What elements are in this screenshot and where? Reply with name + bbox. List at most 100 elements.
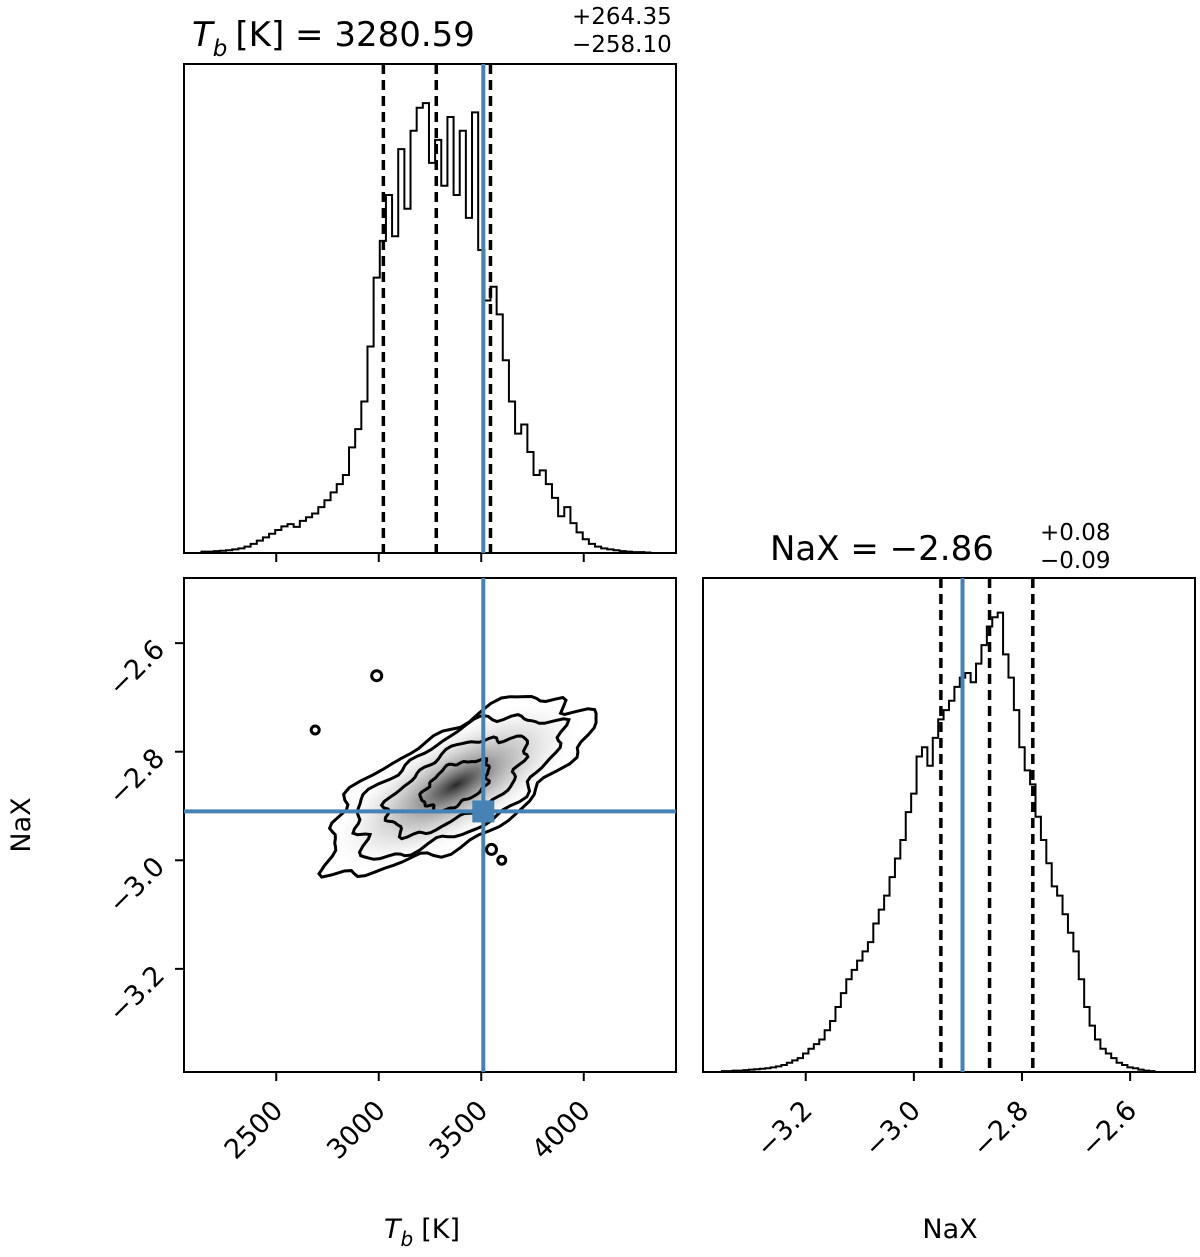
tb-hist-bin (331, 492, 337, 553)
joint-xtick-label: 2500 (219, 1095, 290, 1166)
nax-hist-bin (1057, 896, 1062, 1072)
joint-xlabel-sub: b (401, 1227, 414, 1251)
nax-marginal-panel: −3.2 −3.0 −2.8 −2.6 (702, 577, 1196, 1163)
joint-frame (183, 577, 677, 1073)
nax-hist-bin (890, 877, 895, 1072)
joint-ytick-label: −2.8 (103, 743, 171, 811)
nax-hist-bin (992, 617, 997, 1072)
tb-hist-bin (558, 516, 564, 553)
tb-hist-bin (534, 475, 540, 553)
nax-xtick-label: −3.0 (859, 1095, 927, 1163)
tb-hist-bin (392, 236, 398, 553)
nax-hist-frame (702, 577, 1196, 1073)
tb-hist-frame (183, 63, 677, 554)
nax-hist-bin (879, 910, 884, 1072)
tb-title: Tb [K] = 3280.59 +264.35 −258.10 (192, 4, 672, 62)
nax-hist-bin (949, 701, 954, 1072)
nax-hist-bin (911, 794, 916, 1072)
joint-contour-blob (309, 724, 321, 736)
nax-hist-bin (1003, 654, 1008, 1072)
nax-hist-bin (1068, 933, 1073, 1072)
tb-title-minus: −258.10 (572, 32, 672, 58)
nax-hist-bin (1008, 678, 1013, 1072)
joint-xtick-label: 3500 (424, 1095, 495, 1166)
tb-hist-bin (337, 484, 343, 553)
joint-panel: 2500 3000 3500 4000 −3.2 −3.0 −2.8 −2.6 (103, 577, 677, 1166)
nax-hist-bin (884, 896, 889, 1072)
tb-title-line: Tb [K] = 3280.59 (192, 15, 475, 62)
nax-hist-bin (976, 664, 981, 1072)
nax-hist-bin (927, 766, 932, 1072)
joint-contour-blob (496, 854, 508, 866)
joint-ytick-label: −3.0 (103, 851, 171, 919)
nax-hist-bin (906, 812, 911, 1072)
nax-hist-bin (971, 682, 976, 1072)
nax-hist-bin (933, 738, 938, 1072)
joint-xlabel-var: T (384, 1214, 403, 1245)
nax-hist-bin (1041, 840, 1046, 1072)
joint-contour-group (309, 669, 598, 879)
nax-hist-bin (1036, 817, 1041, 1072)
nax-title-plus: +0.08 (1040, 520, 1110, 546)
nax-hist-bin (1014, 710, 1019, 1072)
nax-title: NaX = −2.86 +0.08 −0.09 (770, 520, 1110, 574)
joint-contour (379, 734, 530, 841)
nax-hist-bin (857, 961, 862, 1072)
tb-hist-bin (429, 163, 435, 553)
joint-ytick-label: −3.2 (103, 960, 171, 1028)
joint-contour (418, 756, 491, 813)
joint-truth-group (184, 578, 676, 1072)
tb-hist-bin (324, 500, 330, 553)
nax-hist-step (720, 611, 1156, 1073)
tb-xtick-group (275, 553, 585, 562)
tb-hist-bin (404, 209, 410, 553)
nax-hist-bin (954, 687, 959, 1072)
nax-hist-bin (944, 710, 949, 1072)
nax-title-main: NaX = −2.86 (770, 529, 994, 569)
nax-hist-bin (1052, 886, 1057, 1072)
nax-xtick-label: −2.8 (967, 1095, 1035, 1163)
nax-hist-group (720, 611, 1156, 1073)
tb-hist-bin (423, 103, 429, 553)
joint-xtick-group: 2500 3000 3500 4000 (219, 1072, 597, 1166)
tb-hist-bin (343, 475, 349, 553)
tb-quantile-group (381, 64, 493, 553)
tb-hist-bin (466, 218, 472, 553)
nax-hist-bin (895, 859, 900, 1072)
tb-title-var: T (192, 15, 215, 55)
nax-hist-bin (1019, 747, 1024, 1072)
joint-contour-blob (370, 669, 384, 683)
nax-quantile-group (939, 578, 1035, 1072)
nax-hist-bin (1063, 914, 1068, 1072)
nax-xtick-group: −3.2 −3.0 −2.8 −2.6 (750, 1072, 1143, 1163)
nax-title-minus: −0.09 (1040, 548, 1110, 574)
joint-xtick-label: 4000 (526, 1095, 597, 1166)
joint-truth-marker (472, 800, 495, 823)
tb-hist-bin (454, 195, 460, 553)
joint-xlabel-rest: [K] (421, 1214, 460, 1245)
joint-xlabel: Tb [K] (384, 1214, 460, 1251)
tb-hist-bin (441, 186, 447, 553)
tb-hist-bin (288, 524, 294, 553)
tb-hist-bin (380, 241, 386, 553)
tb-title-sub: b (213, 36, 228, 62)
tb-title-plus: +264.35 (572, 4, 672, 30)
nax-hist-bin (965, 673, 970, 1072)
tb-title-main: [K] = 3280.59 (235, 15, 475, 55)
nax-xlabel: NaX (922, 1214, 977, 1245)
tb-hist-bin (386, 195, 392, 553)
tb-hist-bin (306, 517, 312, 553)
joint-contour (351, 713, 571, 861)
nax-hist-bin (1025, 770, 1030, 1072)
tb-hist-bin (294, 527, 300, 553)
joint-xtick-label: 3000 (321, 1095, 392, 1166)
nax-xtick-label: −3.2 (750, 1095, 818, 1163)
nax-hist-bin (852, 970, 857, 1072)
nax-hist-bin (998, 613, 1003, 1072)
nax-hist-bin (981, 645, 986, 1072)
joint-ylabel: NaX (6, 797, 37, 852)
nax-hist-bin (862, 951, 867, 1072)
joint-ytick-group: −3.2 −3.0 −2.8 −2.6 (103, 634, 184, 1028)
joint-contour-blob (485, 842, 498, 856)
